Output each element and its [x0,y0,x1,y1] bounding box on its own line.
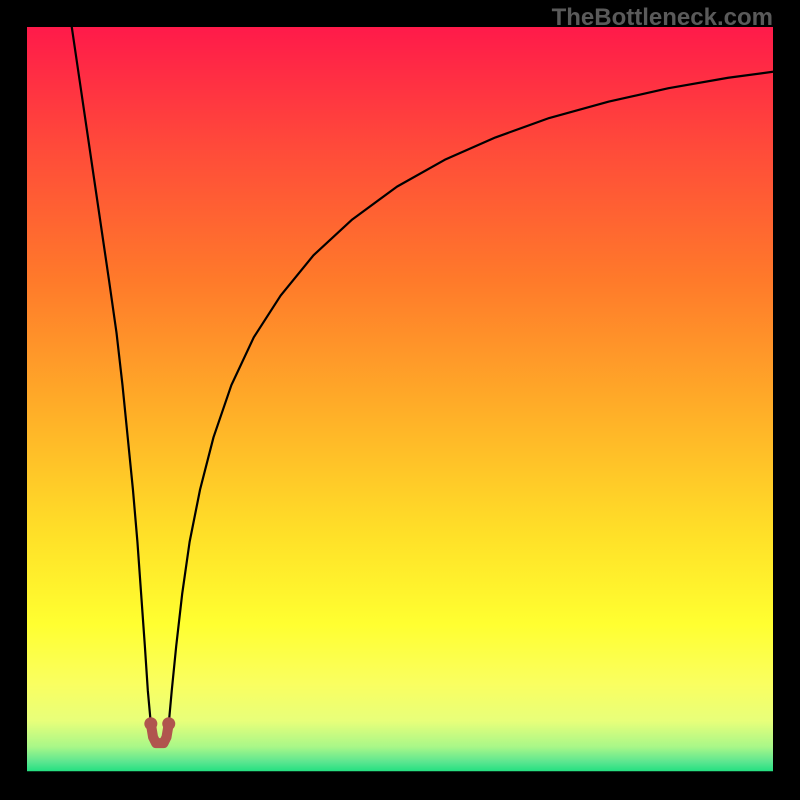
watermark-text: TheBottleneck.com [552,4,773,32]
chart-container: TheBottleneck.com [0,0,800,800]
bottleneck-curve-plot [27,27,773,773]
